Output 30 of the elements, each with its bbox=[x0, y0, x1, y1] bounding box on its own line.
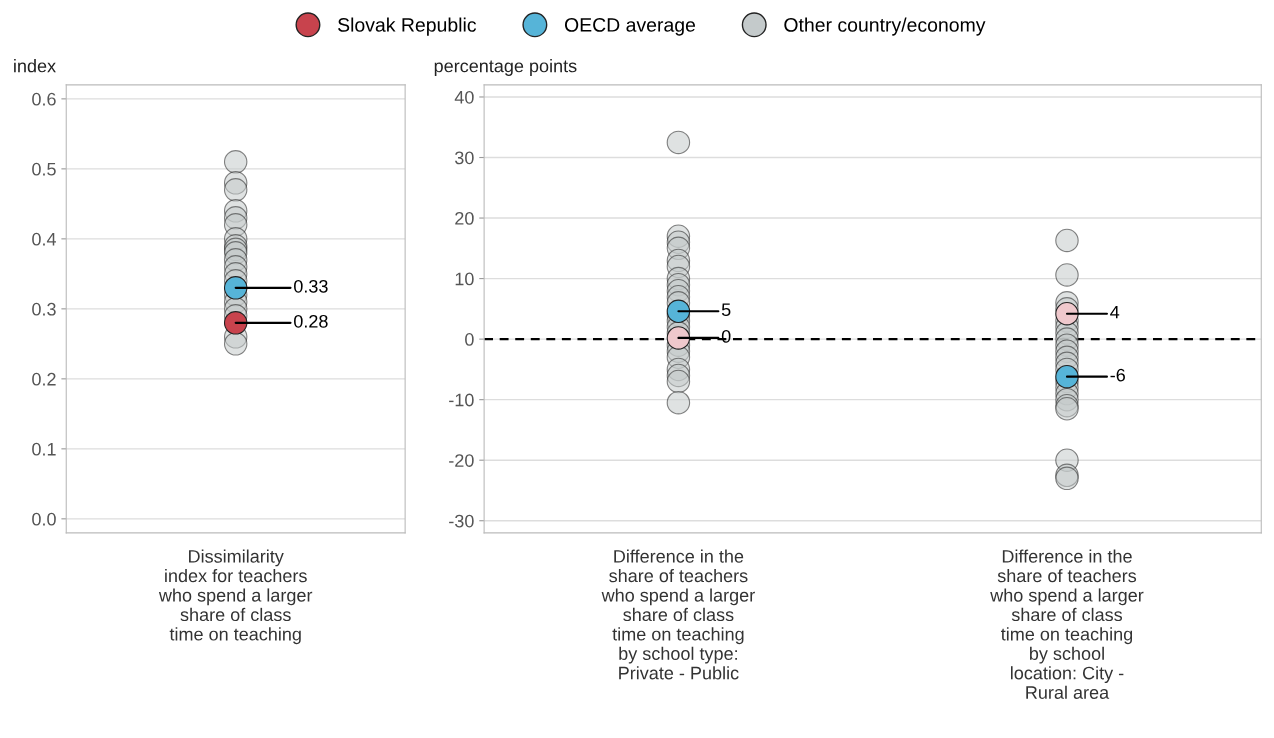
y-tick-label: 0.5 bbox=[32, 162, 56, 176]
y-axis-title: percentage points bbox=[434, 59, 577, 76]
y-tick-label: 0.0 bbox=[32, 512, 56, 526]
data-label: 0.28 bbox=[294, 314, 328, 328]
y-tick-label: 0 bbox=[465, 333, 474, 346]
y-tick-label: 0.3 bbox=[32, 302, 56, 316]
x-tick-label: Difference in the share of teachers who spend a larger share of class time on teaching by school type: Private - Public bbox=[601, 549, 755, 680]
y-tick-label: -10 bbox=[449, 393, 474, 407]
point bbox=[223, 276, 248, 300]
legend-label: OECD average bbox=[564, 18, 696, 36]
data-label: 5 bbox=[721, 303, 731, 317]
y-tick-label: -20 bbox=[449, 454, 474, 467]
x-tick-label: Dissimilarity index for teachers who spend a larger share of class time on teaching bbox=[158, 549, 313, 645]
data-label: 0.33 bbox=[294, 279, 328, 293]
y-tick-label: -30 bbox=[449, 514, 474, 528]
data-label: 4 bbox=[1110, 305, 1120, 319]
y-tick-label: 0.2 bbox=[32, 372, 56, 386]
data-label: -6 bbox=[1110, 368, 1125, 382]
y-tick-label: 30 bbox=[455, 151, 474, 165]
y-tick-label: 0.6 bbox=[32, 92, 56, 106]
point bbox=[223, 311, 248, 335]
y-tick-label: 0.1 bbox=[32, 442, 56, 456]
y-axis-title: index bbox=[14, 59, 56, 73]
y-tick-label: 20 bbox=[455, 211, 474, 225]
legend-label: Slovak Republic bbox=[338, 17, 477, 36]
y-tick-label: 10 bbox=[455, 272, 474, 286]
y-tick-label: 0.4 bbox=[32, 232, 56, 246]
legend-label: Other country/economy bbox=[784, 17, 986, 36]
y-tick-label: 40 bbox=[454, 90, 474, 104]
x-tick-label: Difference in the share of teachers who spend a larger share of class time on teaching by school location: City - Rural area bbox=[990, 549, 1144, 699]
